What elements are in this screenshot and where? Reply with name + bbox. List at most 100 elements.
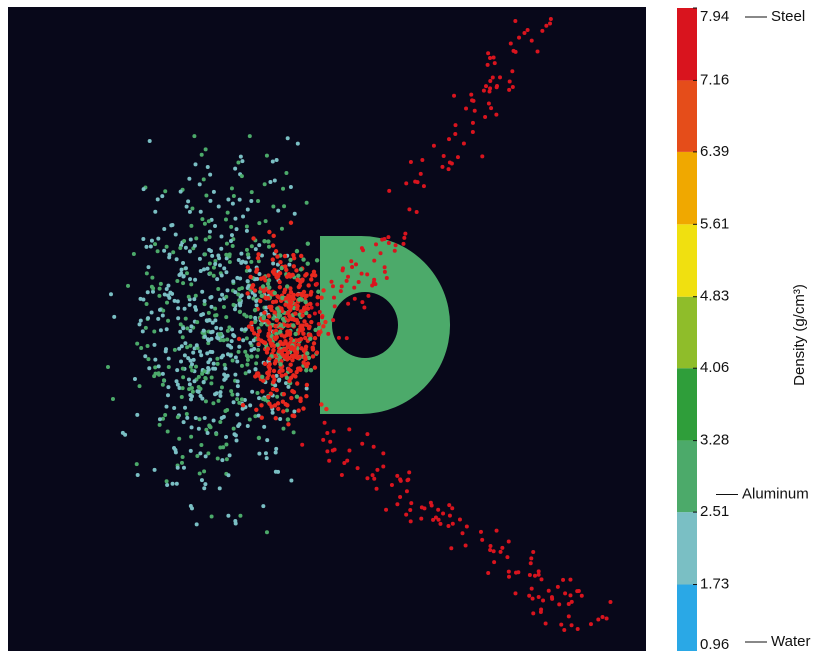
particle: [254, 407, 259, 413]
particle: [319, 402, 324, 407]
particle: [174, 257, 179, 262]
particle: [188, 358, 193, 363]
particle: [522, 31, 527, 36]
particle: [202, 369, 207, 374]
particle: [267, 327, 272, 332]
particle: [290, 357, 295, 363]
particle: [229, 224, 234, 229]
particle: [195, 454, 200, 459]
particle: [562, 627, 567, 632]
particle: [150, 275, 155, 280]
particle: [557, 602, 562, 607]
particle: [356, 280, 361, 285]
particle: [447, 513, 452, 518]
particle: [314, 350, 320, 355]
particle: [149, 238, 154, 243]
particle: [372, 258, 377, 263]
particle: [213, 366, 218, 371]
particle: [288, 336, 294, 342]
particle: [177, 346, 182, 351]
particle: [273, 353, 278, 359]
particle: [407, 207, 412, 212]
particle: [235, 397, 240, 402]
particle: [172, 298, 177, 303]
particle: [188, 397, 193, 402]
particle: [470, 129, 475, 134]
particle: [274, 387, 279, 393]
particle: [393, 243, 398, 248]
particle: [441, 511, 446, 516]
particle: [288, 286, 293, 291]
particle: [229, 345, 234, 350]
particle: [219, 246, 224, 251]
particle: [272, 310, 277, 315]
particle: [295, 277, 300, 283]
particle: [247, 268, 252, 273]
particle: [132, 377, 137, 382]
particle: [538, 610, 543, 615]
particle: [446, 524, 451, 529]
particle: [167, 295, 172, 300]
particle: [165, 429, 170, 434]
particle: [306, 283, 311, 288]
particle: [153, 371, 158, 376]
particle: [449, 546, 454, 551]
particle: [267, 337, 273, 343]
particle: [165, 393, 170, 398]
particle: [527, 593, 532, 598]
particle: [235, 384, 240, 389]
tick-label: 0.96: [700, 636, 729, 651]
particle: [608, 599, 613, 604]
particle: [255, 276, 260, 281]
particle: [265, 296, 271, 301]
annotation-label: Water: [771, 633, 810, 650]
particle: [575, 627, 580, 632]
particle: [203, 147, 208, 152]
particle: [202, 267, 207, 272]
particle: [513, 19, 518, 24]
particle: [288, 362, 293, 367]
particle: [196, 389, 201, 394]
particle: [208, 248, 213, 253]
particle: [203, 454, 208, 459]
particle: [294, 268, 299, 273]
particle: [310, 273, 315, 278]
particle: [189, 425, 194, 430]
particle: [378, 251, 383, 256]
particle: [181, 274, 186, 279]
particle: [279, 226, 284, 231]
particle: [211, 265, 216, 270]
particle: [384, 507, 389, 512]
particle: [273, 323, 278, 329]
particle: [236, 292, 241, 297]
particle: [262, 361, 268, 366]
particle: [506, 539, 511, 544]
particle: [302, 307, 307, 312]
particle: [498, 75, 503, 80]
particle: [233, 519, 238, 524]
particle: [258, 289, 263, 294]
particle: [270, 374, 276, 379]
particle: [360, 300, 365, 305]
particle: [186, 199, 191, 204]
particle: [179, 344, 184, 349]
particle: [253, 315, 258, 320]
particle: [326, 331, 331, 336]
particle: [262, 182, 267, 187]
particle: [266, 244, 271, 249]
particle: [238, 513, 243, 518]
particle: [202, 334, 207, 339]
particle: [324, 406, 329, 412]
particle: [266, 314, 272, 319]
particle: [266, 320, 271, 325]
particle: [184, 271, 189, 276]
particle: [507, 87, 512, 92]
particle: [549, 595, 554, 600]
particle: [158, 328, 163, 333]
particle: [299, 297, 304, 302]
particle: [288, 289, 294, 295]
particle: [233, 290, 238, 295]
particle: [243, 260, 248, 265]
particle: [146, 265, 151, 270]
particle: [272, 290, 277, 296]
